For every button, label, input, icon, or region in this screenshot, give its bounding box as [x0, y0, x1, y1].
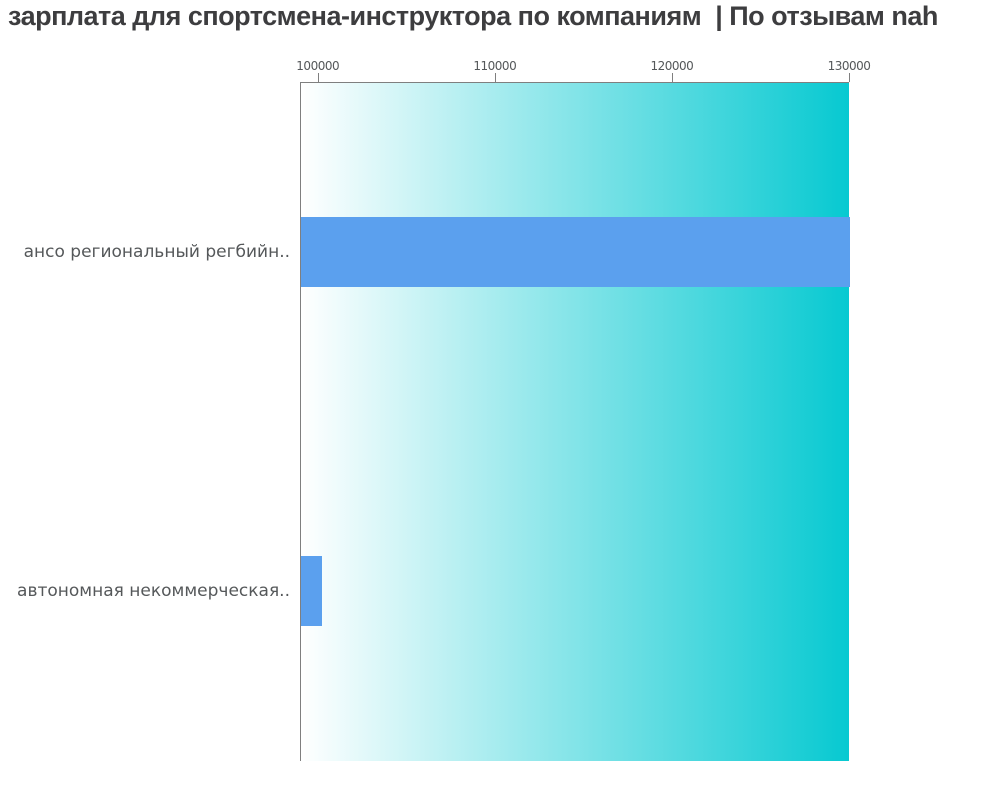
category-label: ансо региональный регбийн.. — [23, 241, 290, 262]
chart-title: зарплата для спортсмена-инструктора по к… — [8, 1, 938, 31]
x-tick-mark — [671, 73, 673, 82]
plot-area — [300, 82, 850, 761]
x-tick-label: 130000 — [827, 59, 871, 73]
bar — [301, 216, 850, 287]
x-tick-mark — [317, 73, 319, 82]
x-tick-mark — [849, 73, 850, 82]
x-tick-label: 120000 — [650, 59, 694, 73]
x-tick-label: 100000 — [296, 59, 340, 73]
x-tick-label: 110000 — [473, 59, 517, 73]
bar — [301, 556, 322, 627]
x-tick-mark — [494, 73, 496, 82]
category-label: автономная некоммерческая.. — [17, 581, 290, 602]
